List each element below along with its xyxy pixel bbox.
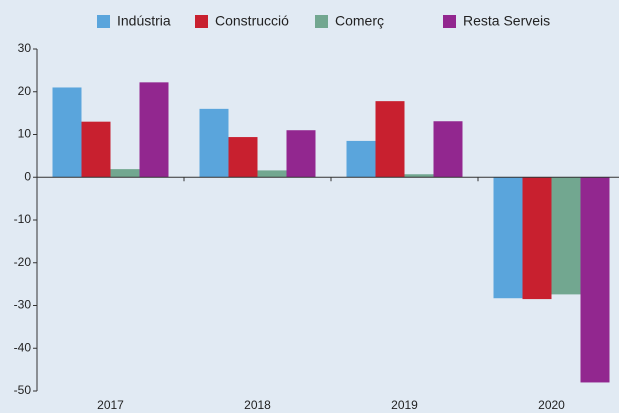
bar xyxy=(580,177,610,383)
x-tick-label: 2020 xyxy=(538,398,565,412)
y-tick-label: 10 xyxy=(18,127,32,141)
bar xyxy=(199,108,229,178)
y-tick-label: -40 xyxy=(14,340,32,354)
y-tick-label: -20 xyxy=(14,255,32,269)
bar xyxy=(346,140,376,178)
bar xyxy=(228,137,258,178)
legend-swatch xyxy=(443,15,456,28)
x-tick-label: 2018 xyxy=(244,398,271,412)
bar xyxy=(375,101,405,178)
legend-label: Construcció xyxy=(215,13,289,29)
x-tick-label: 2017 xyxy=(97,398,124,412)
y-tick-label: -10 xyxy=(14,212,32,226)
y-tick-label: 0 xyxy=(24,169,31,183)
bar xyxy=(52,87,82,178)
bar xyxy=(139,82,169,178)
legend-label: Indústria xyxy=(117,13,171,29)
y-tick-label: -30 xyxy=(14,298,32,312)
y-tick-label: 30 xyxy=(18,41,32,55)
bar xyxy=(493,177,523,299)
legend-swatch xyxy=(195,15,208,28)
bar xyxy=(522,177,552,300)
bar xyxy=(551,177,581,295)
legend-label: Resta Serveis xyxy=(463,13,550,29)
y-tick-label: 20 xyxy=(18,84,32,98)
bar xyxy=(433,121,463,178)
legend-label: Comerç xyxy=(335,13,384,29)
legend-swatch xyxy=(97,15,110,28)
bar xyxy=(110,169,140,178)
legend-swatch xyxy=(315,15,328,28)
y-tick-label: -50 xyxy=(14,383,32,397)
bar xyxy=(404,174,434,178)
bar xyxy=(81,121,111,178)
bar xyxy=(257,170,287,178)
bar xyxy=(286,130,316,178)
x-tick-label: 2019 xyxy=(391,398,418,412)
